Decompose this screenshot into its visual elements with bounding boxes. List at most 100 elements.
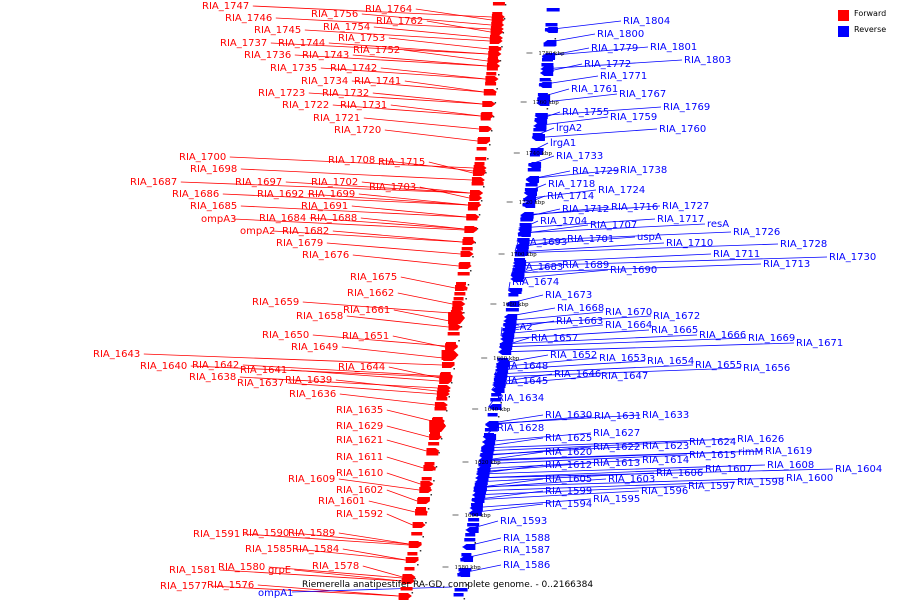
gene-label-RIA_1637[interactable]: RIA_1637	[237, 378, 284, 389]
gene-label-ompA3[interactable]: ompA3	[201, 214, 236, 225]
gene-label-RIA_1684[interactable]: RIA_1684	[259, 213, 306, 224]
gene-label-RIA_1727[interactable]: RIA_1727	[662, 201, 709, 212]
gene-label-RIA_1704[interactable]: RIA_1704	[540, 216, 587, 227]
gene-label-RIA_1663[interactable]: RIA_1663	[556, 316, 603, 327]
gene-label-RIA_1627[interactable]: RIA_1627	[593, 428, 640, 439]
gene-label-RIA_1626[interactable]: RIA_1626	[737, 434, 784, 445]
gene-label-RIA_1673[interactable]: RIA_1673	[545, 290, 592, 301]
gene-label-RIA_1638[interactable]: RIA_1638	[189, 372, 236, 383]
gene-label-RIA_1729[interactable]: RIA_1729	[572, 166, 619, 177]
gene-label-RIA_1771[interactable]: RIA_1771	[600, 71, 647, 82]
gene-label-RIA_1744[interactable]: RIA_1744	[278, 38, 325, 49]
gene-label-RIA_1595[interactable]: RIA_1595	[593, 494, 640, 505]
gene-label-RIA_1654[interactable]: RIA_1654	[647, 356, 694, 367]
gene-label-RIA_1620[interactable]: RIA_1620	[545, 447, 592, 458]
gene-label-RIA_1743[interactable]: RIA_1743	[302, 50, 349, 61]
gene-label-RIA_1610[interactable]: RIA_1610	[336, 468, 383, 479]
gene-label-RIA_1760[interactable]: RIA_1760	[659, 124, 706, 135]
gene-label-RIA_1717[interactable]: RIA_1717	[657, 214, 704, 225]
gene-label-RIA_1653[interactable]: RIA_1653	[599, 353, 646, 364]
gene-label-RIA_1664[interactable]: RIA_1664	[605, 320, 652, 331]
gene-label-RIA_1651[interactable]: RIA_1651	[342, 331, 389, 342]
gene-label-RIA_1589[interactable]: RIA_1589	[288, 528, 335, 539]
gene-label-RIA_1594[interactable]: RIA_1594	[545, 499, 592, 510]
gene-label-RIA_1624[interactable]: RIA_1624	[689, 437, 736, 448]
gene-label-RIA_1693[interactable]: RIA_1693	[520, 237, 567, 248]
gene-label-RIA_1723[interactable]: RIA_1723	[258, 88, 305, 99]
gene-label-RIA_1584[interactable]: RIA_1584	[292, 544, 339, 555]
gene-label-RIA_1764[interactable]: RIA_1764	[365, 4, 412, 15]
gene-label-RIA_1625[interactable]: RIA_1625	[545, 433, 592, 444]
gene-label-RIA_1741[interactable]: RIA_1741	[354, 76, 401, 87]
gene-label-RIA_1756[interactable]: RIA_1756	[311, 9, 358, 20]
gene-label-RIA_1685[interactable]: RIA_1685	[190, 201, 237, 212]
gene-label-RIA_1703[interactable]: RIA_1703	[369, 182, 416, 193]
gene-label-RIA_1577[interactable]: RIA_1577	[160, 581, 207, 592]
gene-label-RIA_1600[interactable]: RIA_1600	[786, 473, 833, 484]
gene-label-RIA_1702[interactable]: RIA_1702	[311, 177, 358, 188]
gene-label-RIA_1609[interactable]: RIA_1609	[288, 474, 335, 485]
gene-label-RIA_1666[interactable]: RIA_1666	[699, 330, 746, 341]
gene-label-RIA_1655[interactable]: RIA_1655	[695, 360, 742, 371]
gene-label-RIA_1698[interactable]: RIA_1698	[190, 164, 237, 175]
gene-label-RIA_1581[interactable]: RIA_1581	[169, 565, 216, 576]
gene-label-RIA_1601[interactable]: RIA_1601	[318, 496, 365, 507]
gene-label-RIA_1630[interactable]: RIA_1630	[545, 410, 592, 421]
gene-label-RIA_1720[interactable]: RIA_1720	[334, 125, 381, 136]
gene-label-RIA_1668[interactable]: RIA_1668	[557, 303, 604, 314]
gene-label-RIA_1606[interactable]: RIA_1606	[656, 468, 703, 479]
gene-label-RIA_1746[interactable]: RIA_1746	[225, 13, 272, 24]
gene-label-RIA_1769[interactable]: RIA_1769	[663, 102, 710, 113]
gene-label-RIA_1745[interactable]: RIA_1745	[254, 25, 301, 36]
gene-label-RIA_1586[interactable]: RIA_1586	[503, 560, 550, 571]
gene-label-RIA_1761[interactable]: RIA_1761	[571, 84, 618, 95]
gene-label-RIA_1747[interactable]: RIA_1747	[202, 1, 249, 12]
gene-label-RIA_1641[interactable]: RIA_1641	[240, 365, 287, 376]
gene-label-RIA_1659[interactable]: RIA_1659	[252, 297, 299, 308]
gene-label-RIA_1644[interactable]: RIA_1644	[338, 362, 385, 373]
gene-label-RIA_1779[interactable]: RIA_1779	[591, 43, 638, 54]
gene-label-RIA_1734[interactable]: RIA_1734	[301, 76, 348, 87]
gene-label-RIA_1591[interactable]: RIA_1591	[193, 529, 240, 540]
gene-label-RIA_1646[interactable]: RIA_1646	[554, 369, 601, 380]
gene-label-RIA_1708[interactable]: RIA_1708	[328, 155, 375, 166]
gene-label-RIA_1587[interactable]: RIA_1587	[503, 545, 550, 556]
gene-label-RIA_1623[interactable]: RIA_1623	[642, 441, 689, 452]
gene-label-RIA_1726[interactable]: RIA_1726	[733, 227, 780, 238]
gene-label-RIA_1687[interactable]: RIA_1687	[130, 177, 177, 188]
gene-label-RIA_1662[interactable]: RIA_1662	[347, 288, 394, 299]
gene-label-RIA_1593[interactable]: RIA_1593	[500, 516, 547, 527]
gene-label-RIA_1670[interactable]: RIA_1670	[605, 307, 652, 318]
gene-label-RIA_1682[interactable]: RIA_1682	[282, 226, 329, 237]
gene-label-RIA_1742[interactable]: RIA_1742	[330, 63, 377, 74]
gene-label-RIA_1728[interactable]: RIA_1728	[780, 239, 827, 250]
gene-label-RIA_1649[interactable]: RIA_1649	[291, 342, 338, 353]
gene-label-RIA_1692[interactable]: RIA_1692	[257, 189, 304, 200]
gene-label-RIA_1759[interactable]: RIA_1759	[610, 112, 657, 123]
gene-label-RIA_1722[interactable]: RIA_1722	[282, 100, 329, 111]
gene-label-resA[interactable]: resA	[707, 219, 729, 230]
gene-label-RIA_1588[interactable]: RIA_1588	[503, 533, 550, 544]
gene-label-RIA_1691[interactable]: RIA_1691	[301, 201, 348, 212]
gene-label-RIA_1647[interactable]: RIA_1647	[601, 371, 648, 382]
gene-label-RIA_1597[interactable]: RIA_1597	[688, 481, 735, 492]
gene-label-RIA_1656[interactable]: RIA_1656	[743, 363, 790, 374]
gene-label-RIA_1712[interactable]: RIA_1712	[562, 204, 609, 215]
gene-label-RIA_1689[interactable]: RIA_1689	[562, 260, 609, 271]
gene-label-RIA_1752[interactable]: RIA_1752	[353, 45, 400, 56]
gene-label-recA2[interactable]: recA2	[504, 322, 533, 333]
gene-label-RIA_1599[interactable]: RIA_1599	[545, 486, 592, 497]
gene-label-RIA_1607[interactable]: RIA_1607	[705, 464, 752, 475]
gene-label-RIA_1718[interactable]: RIA_1718	[548, 179, 595, 190]
gene-label-RIA_1737[interactable]: RIA_1737	[220, 38, 267, 49]
gene-label-RIA_1631[interactable]: RIA_1631	[594, 411, 641, 422]
gene-label-uspA[interactable]: uspA	[637, 232, 662, 243]
gene-label-RIA_1801[interactable]: RIA_1801	[650, 42, 697, 53]
gene-label-RIA_1701[interactable]: RIA_1701	[567, 234, 614, 245]
gene-label-RIA_1669[interactable]: RIA_1669	[748, 333, 795, 344]
gene-label-RIA_1772[interactable]: RIA_1772	[584, 59, 631, 70]
gene-label-RIA_1613[interactable]: RIA_1613	[593, 458, 640, 469]
gene-label-RIA_1612[interactable]: RIA_1612	[545, 460, 592, 471]
gene-label-RIA_1683[interactable]: RIA_1683	[516, 262, 563, 273]
gene-label-RIA_1731[interactable]: RIA_1731	[340, 100, 387, 111]
